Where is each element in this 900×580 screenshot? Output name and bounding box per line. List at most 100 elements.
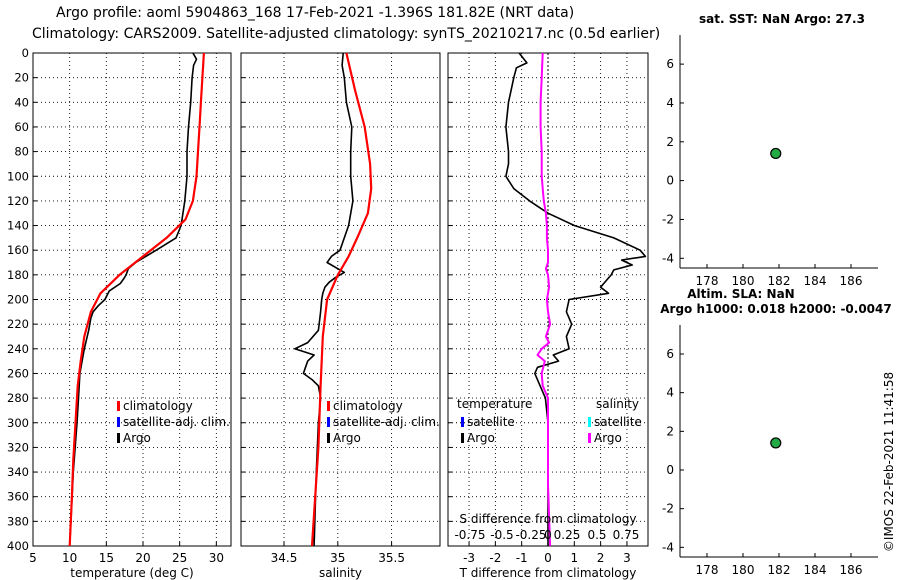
map-y-tick-label: 2 xyxy=(666,135,674,149)
panel-difference: -3 -2 -1 0 1 2 3T difference from climatology t… xyxy=(447,52,649,580)
legend-swatch xyxy=(461,433,464,443)
y-tick-label: 20 xyxy=(14,71,29,85)
map-x-tick-label: 186 xyxy=(840,563,863,577)
x-tick-label: 5 xyxy=(29,551,37,565)
map-title: Altim. SLA: NaN xyxy=(687,287,794,301)
y-tick-label: 100 xyxy=(7,169,29,183)
top-tick-label: 0.5 xyxy=(587,528,606,542)
climatology-salinity-line xyxy=(310,52,373,547)
x-tick-label: -3 xyxy=(463,551,475,565)
map-sst_map: -4 -2 0 2 4 6 178 180 182 184 186 sat. SST: NaN Arg… xyxy=(662,12,878,288)
argo-temperature-difference-line xyxy=(505,52,647,546)
map-y-tick-label: 6 xyxy=(666,57,674,71)
x-axis-label: salinity xyxy=(319,566,362,580)
map-y-tick-label: 4 xyxy=(666,96,674,110)
legend-swatch xyxy=(327,401,330,411)
legend-label: climatology xyxy=(123,399,193,413)
x-tick-label: -1 xyxy=(516,551,528,565)
map-sla_map: -4 -2 0 2 4 6 178 180 182 184 186 Altim. SLA: NaNAr… xyxy=(660,287,891,577)
map-y-tick-label: -2 xyxy=(662,212,674,226)
x-tick-label: 25 xyxy=(172,551,187,565)
x-axis-label: T difference from climatology xyxy=(459,566,637,580)
x-tick-label: 0 xyxy=(544,551,552,565)
map-x-tick-label: 184 xyxy=(804,274,827,288)
map-y-tick-label: 0 xyxy=(666,463,674,477)
x-tick-label: 2 xyxy=(597,551,605,565)
y-tick-label: 260 xyxy=(7,366,29,380)
legend-swatch xyxy=(327,417,330,427)
y-tick-label: 360 xyxy=(7,490,29,504)
map-x-tick-label: 182 xyxy=(768,274,791,288)
y-tick-label: 120 xyxy=(7,194,29,208)
y-tick-label: 0 xyxy=(22,46,29,60)
map-y-tick-label: -4 xyxy=(662,251,674,265)
legend-swatch xyxy=(117,401,120,411)
x-tick-label: 20 xyxy=(135,551,150,565)
x-tick-label: 30 xyxy=(209,551,224,565)
map-x-tick-label: 178 xyxy=(696,274,719,288)
map-subtitle: Argo h1000: 0.018 h2000: -0.0047 xyxy=(660,302,891,316)
legend-swatch xyxy=(588,433,591,443)
map-y-tick-label: 2 xyxy=(666,424,674,438)
map-x-tick-label: 180 xyxy=(732,274,755,288)
legend-label: Argo xyxy=(333,431,361,445)
map-y-tick-label: -2 xyxy=(662,502,674,516)
map-title: sat. SST: NaN Argo: 27.3 xyxy=(699,12,865,26)
map-x-tick-label: 184 xyxy=(804,563,827,577)
legend-swatch xyxy=(117,433,120,443)
x-tick-label: 35 xyxy=(330,551,345,565)
map-y-tick-label: -4 xyxy=(662,540,674,554)
climatology-temperature-line xyxy=(68,52,205,547)
top-tick-label: 0.75 xyxy=(613,528,640,542)
y-tick-label: 200 xyxy=(7,293,29,307)
x-tick-label: -2 xyxy=(489,551,501,565)
legend-title-temperature: temperature xyxy=(457,397,532,411)
y-tick-label: 380 xyxy=(7,514,29,528)
x-tick-label: 15 xyxy=(99,551,114,565)
y-tick-label: 160 xyxy=(7,243,29,257)
y-tick-label: 340 xyxy=(7,465,29,479)
y-tick-label: 220 xyxy=(7,317,29,331)
x-tick-label: 35.5 xyxy=(378,551,405,565)
top-tick-label: 0.25 xyxy=(554,528,581,542)
argo-location-marker xyxy=(770,437,782,449)
legend-label: satellite-adj. clim. xyxy=(123,415,230,429)
y-tick-label: 400 xyxy=(7,539,29,553)
y-tick-label: 180 xyxy=(7,268,29,282)
x-tick-label: 3 xyxy=(623,551,631,565)
title-line-2: Climatology: CARS2009. Satellite-adjuste… xyxy=(32,26,661,42)
legend-swatch xyxy=(327,433,330,443)
x-tick-label: 1 xyxy=(570,551,578,565)
map-y-tick-label: 6 xyxy=(666,347,674,361)
map-x-tick-label: 178 xyxy=(696,563,719,577)
legend-label: Argo xyxy=(467,431,495,445)
panel-salinity: 34.5 35 35.5 salinity climatology satellite-a… xyxy=(240,52,441,580)
top-tick-label: -0.25 xyxy=(515,528,546,542)
argo-salinity-difference-line xyxy=(536,52,552,547)
panel-frame xyxy=(240,52,441,547)
top-tick-label: -0.75 xyxy=(454,528,485,542)
map-y-tick-label: 0 xyxy=(666,174,674,188)
argo-salinity-line xyxy=(293,52,354,547)
y-tick-label: 300 xyxy=(7,416,29,430)
timestamp-label: ©IMOS 22-Feb-2021 11:41:58 xyxy=(882,372,896,552)
legend-swatch xyxy=(117,417,120,427)
panel-frame xyxy=(32,52,232,547)
legend-title-salinity: salinity xyxy=(596,397,639,411)
x-axis-label: temperature (deg C) xyxy=(70,566,193,580)
legend-label: Argo xyxy=(123,431,151,445)
y-tick-label: 240 xyxy=(7,342,29,356)
map-x-tick-label: 180 xyxy=(732,563,755,577)
map-x-tick-label: 186 xyxy=(840,274,863,288)
map-x-tick-label: 182 xyxy=(768,563,791,577)
legend-label: climatology xyxy=(333,399,403,413)
legend-label: Argo xyxy=(594,431,622,445)
y-tick-label: 320 xyxy=(7,440,29,454)
legend-label: satellite xyxy=(467,415,515,429)
y-tick-label: 280 xyxy=(7,391,29,405)
y-tick-label: 60 xyxy=(14,120,29,134)
y-tick-label: 80 xyxy=(14,145,29,159)
top-axis-label: S difference from climatology xyxy=(460,512,637,526)
x-tick-label: 34.5 xyxy=(271,551,298,565)
